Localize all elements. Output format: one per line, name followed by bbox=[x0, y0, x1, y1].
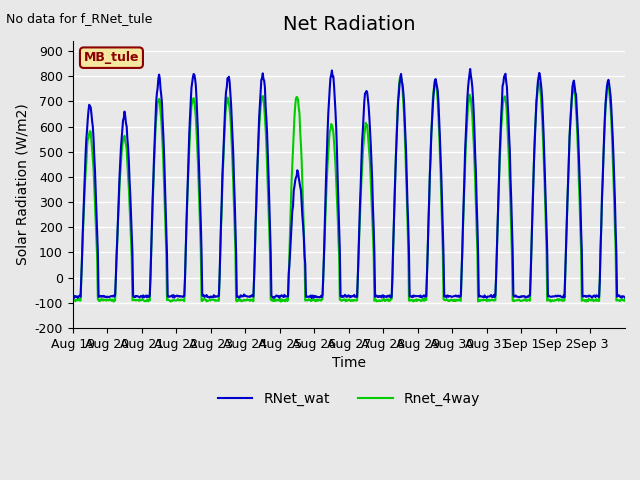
Text: MB_tule: MB_tule bbox=[84, 51, 139, 64]
RNet_wat bbox=[134, 293, 141, 299]
Rnet_4way bbox=[69, 296, 77, 302]
RNet_wat bbox=[438, 175, 445, 180]
RNet_wat bbox=[69, 294, 77, 300]
Rnet_4way bbox=[438, 222, 446, 228]
RNet_wat bbox=[621, 295, 629, 300]
Line: RNet_wat: RNet_wat bbox=[73, 69, 625, 298]
Text: No data for f_RNet_tule: No data for f_RNet_tule bbox=[6, 12, 153, 25]
Rnet_4way bbox=[277, 299, 285, 304]
Rnet_4way bbox=[407, 298, 415, 303]
RNet_wat bbox=[308, 295, 316, 301]
RNet_wat bbox=[284, 293, 291, 299]
RNet_wat bbox=[406, 293, 414, 299]
Legend: RNet_wat, Rnet_4way: RNet_wat, Rnet_4way bbox=[212, 386, 486, 412]
Line: Rnet_4way: Rnet_4way bbox=[73, 76, 625, 301]
X-axis label: Time: Time bbox=[332, 356, 366, 370]
Rnet_4way bbox=[235, 298, 243, 303]
Rnet_4way bbox=[262, 142, 270, 147]
Rnet_4way bbox=[621, 296, 629, 302]
Rnet_4way bbox=[134, 297, 141, 302]
Rnet_4way bbox=[284, 297, 292, 303]
RNet_wat bbox=[262, 116, 270, 121]
Y-axis label: Solar Radiation (W/m2): Solar Radiation (W/m2) bbox=[15, 104, 29, 265]
RNet_wat bbox=[467, 66, 474, 72]
Rnet_4way bbox=[396, 73, 404, 79]
RNet_wat bbox=[235, 295, 243, 301]
Title: Net Radiation: Net Radiation bbox=[283, 15, 415, 34]
